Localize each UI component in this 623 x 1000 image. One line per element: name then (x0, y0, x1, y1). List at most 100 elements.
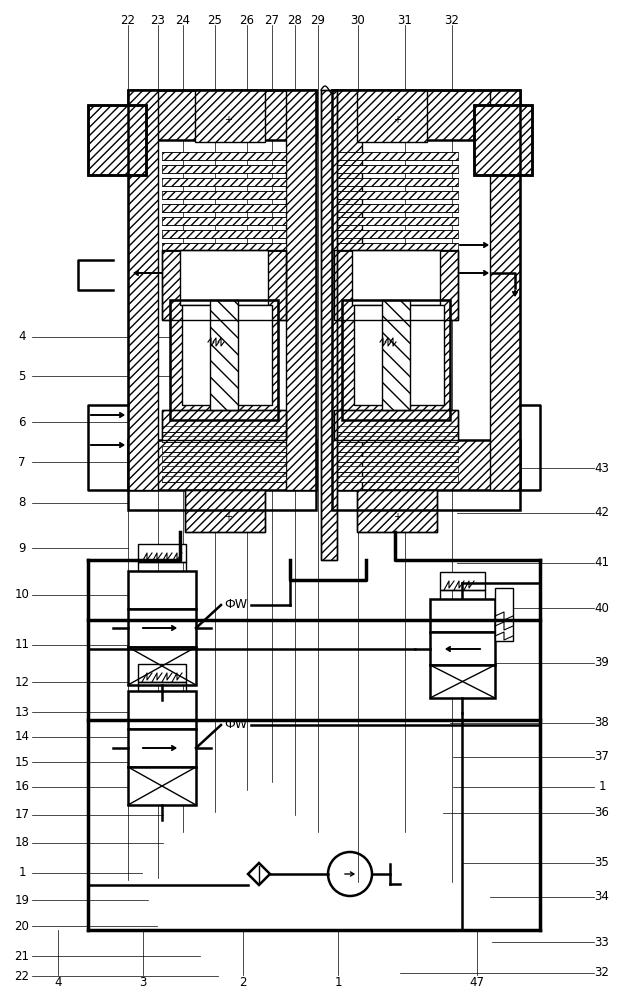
Bar (495, 588, 513, 641)
Bar (162, 426, 286, 432)
Bar (334, 446, 458, 452)
Bar (162, 152, 286, 160)
Bar (128, 90, 158, 490)
Bar (334, 152, 458, 160)
Bar (162, 466, 286, 472)
Text: 47: 47 (470, 976, 485, 988)
Text: 29: 29 (310, 13, 325, 26)
Bar (128, 647, 196, 685)
Bar (332, 90, 520, 140)
Bar (138, 664, 186, 682)
Text: 35: 35 (594, 856, 609, 869)
Bar (334, 191, 458, 199)
Text: 8: 8 (18, 496, 26, 510)
Text: 1: 1 (18, 866, 26, 880)
Bar (342, 300, 450, 420)
Text: 5: 5 (18, 369, 26, 382)
Text: +: + (224, 512, 232, 522)
Text: 37: 37 (594, 750, 609, 764)
Text: 4: 4 (54, 976, 62, 988)
Text: 14: 14 (14, 730, 29, 744)
Bar (357, 490, 437, 532)
Bar (128, 571, 196, 609)
Bar (88, 105, 146, 175)
Bar (334, 476, 458, 482)
Text: 10: 10 (14, 588, 29, 601)
Bar (404, 305, 444, 405)
Text: +: + (224, 115, 232, 125)
Text: 24: 24 (176, 13, 191, 26)
Bar (354, 305, 394, 405)
Text: 34: 34 (594, 890, 609, 904)
Bar (334, 243, 458, 251)
Text: 41: 41 (594, 556, 609, 570)
Bar (128, 90, 316, 510)
Text: 33: 33 (594, 936, 609, 948)
Bar (128, 691, 196, 729)
Text: 32: 32 (594, 966, 609, 980)
Bar (474, 105, 532, 175)
Text: 38: 38 (594, 716, 609, 730)
Bar (334, 178, 458, 186)
Bar (357, 490, 437, 532)
Bar (342, 300, 450, 420)
Text: 31: 31 (397, 13, 412, 26)
Bar (332, 90, 362, 490)
Text: 11: 11 (14, 639, 29, 652)
Bar (185, 490, 265, 532)
Text: ФW: ФW (224, 718, 247, 732)
Bar (162, 217, 286, 225)
Polygon shape (248, 863, 270, 885)
Text: 25: 25 (207, 13, 222, 26)
Bar (334, 466, 458, 472)
Bar (162, 178, 286, 186)
Bar (162, 250, 286, 320)
Bar (334, 436, 458, 442)
Bar (128, 729, 196, 767)
Bar (321, 90, 337, 560)
Text: 40: 40 (594, 601, 609, 614)
Text: 7: 7 (18, 456, 26, 468)
Text: 18: 18 (14, 836, 29, 850)
Text: 22: 22 (14, 970, 29, 982)
Text: +: + (393, 512, 401, 522)
Text: 3: 3 (140, 976, 146, 988)
Bar (334, 410, 458, 440)
Text: 4: 4 (18, 330, 26, 344)
Bar (430, 632, 495, 665)
Bar (182, 305, 222, 405)
Text: 6: 6 (18, 416, 26, 428)
Bar (128, 90, 316, 140)
Bar (286, 90, 316, 490)
Bar (334, 426, 458, 432)
Bar (334, 250, 458, 320)
Bar (382, 300, 410, 410)
Text: 43: 43 (594, 462, 609, 475)
Text: 2: 2 (239, 976, 247, 988)
Text: 28: 28 (288, 13, 302, 26)
Bar (334, 456, 458, 462)
Text: 22: 22 (120, 13, 135, 26)
Text: 36: 36 (594, 806, 609, 820)
Text: 19: 19 (14, 894, 29, 906)
Text: ФW: ФW (224, 598, 247, 611)
Bar (334, 230, 458, 238)
Bar (332, 440, 520, 490)
Text: 21: 21 (14, 950, 29, 962)
Bar (128, 767, 196, 805)
Bar (334, 250, 458, 320)
Text: 26: 26 (239, 13, 255, 26)
Bar (162, 230, 286, 238)
Bar (162, 204, 286, 212)
Bar (430, 665, 495, 698)
Bar (321, 90, 337, 560)
Bar (490, 90, 520, 490)
Text: 15: 15 (14, 756, 29, 768)
Text: 42: 42 (594, 506, 609, 520)
Bar (334, 165, 458, 173)
Bar (162, 250, 286, 320)
Text: 1: 1 (598, 780, 606, 794)
Text: 9: 9 (18, 542, 26, 554)
Text: 1: 1 (335, 976, 342, 988)
Bar (162, 410, 286, 440)
